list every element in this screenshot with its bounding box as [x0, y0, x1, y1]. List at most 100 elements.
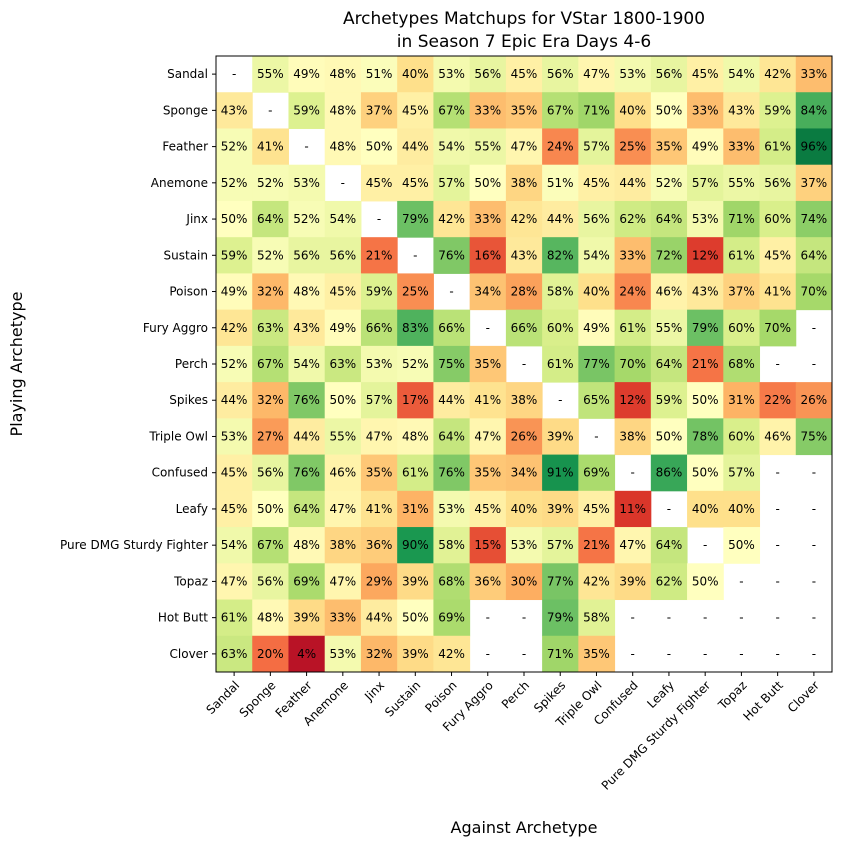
heatmap-cell [578, 92, 616, 129]
heatmap-cell [324, 128, 362, 166]
cell-value-label: 4% [297, 647, 316, 661]
heatmap-cell [216, 237, 253, 274]
heatmap-cell [505, 563, 543, 601]
cell-value-label: 54% [221, 538, 248, 552]
cell-value-label: 71% [547, 647, 574, 661]
heatmap-cell [614, 128, 652, 166]
heatmap-cell [542, 128, 579, 166]
heatmap-cell [650, 237, 688, 274]
heatmap-cell [723, 273, 761, 311]
heatmap-cell [650, 527, 688, 564]
heatmap-cell [650, 200, 688, 238]
cell-value-label: 33% [474, 103, 501, 117]
cell-value-label: 64% [656, 538, 683, 552]
heatmap-cell [288, 382, 326, 419]
cell-value-label: - [812, 357, 816, 371]
heatmap-cell [252, 490, 289, 528]
heatmap-cell [360, 273, 398, 311]
cell-value-label: 55% [474, 140, 501, 154]
cell-value-label: 33% [329, 611, 356, 625]
heatmap-cell [360, 382, 398, 419]
cell-value-label: 56% [329, 248, 356, 262]
cell-value-label: 79% [402, 212, 429, 226]
heatmap-cells: - 55% 49% 48% 51% 40% 53% 56% 45% 56% 47% 53% 56% 45%… [216, 56, 833, 673]
heatmap-cell [324, 309, 362, 347]
cell-value-label: 47% [329, 502, 356, 516]
cell-value-label: 33% [801, 67, 828, 81]
heatmap-cell [360, 128, 398, 166]
heatmap-cell [759, 200, 797, 238]
heatmap-cell [324, 490, 362, 528]
cell-value-label: - [304, 140, 308, 154]
cell-value-label: 47% [366, 429, 393, 443]
heatmap-cell [360, 490, 398, 528]
cell-value-label: 76% [438, 466, 465, 480]
cell-value-label: - [775, 538, 779, 552]
cell-value-label: 42% [438, 647, 465, 661]
heatmap-cell [614, 527, 652, 564]
heatmap-cell [650, 56, 688, 93]
heatmap-cell [614, 56, 652, 93]
cell-value-label: 42% [511, 212, 538, 226]
cell-value-label: 54% [583, 248, 610, 262]
heatmap-cell [397, 92, 434, 129]
heatmap-cell [324, 92, 362, 129]
cell-value-label: 45% [583, 176, 610, 190]
heatmap-cell [542, 418, 579, 456]
cell-value-label: 76% [293, 466, 320, 480]
cell-value-label: 47% [474, 429, 501, 443]
heatmap-cell [433, 454, 471, 492]
cell-value-label: 27% [257, 429, 284, 443]
cell-value-label: 44% [438, 393, 465, 407]
cell-value-label: 35% [474, 357, 501, 371]
heatmap-cell [433, 599, 471, 637]
cell-value-label: 51% [366, 67, 393, 81]
cell-value-label: - [812, 502, 816, 516]
cell-value-label: 52% [257, 248, 284, 262]
y-tick-label: Spikes [169, 393, 208, 407]
heatmap-cell [252, 635, 289, 673]
cell-value-label: 57% [692, 176, 719, 190]
cell-value-label: 42% [764, 67, 791, 81]
heatmap-cell [795, 273, 833, 311]
cell-value-label: - [486, 321, 490, 335]
cell-value-label: 68% [438, 574, 465, 588]
heatmap-cell [505, 200, 543, 238]
cell-value-label: 39% [547, 502, 574, 516]
cell-value-label: 60% [728, 429, 755, 443]
heatmap-cell [614, 92, 652, 129]
cell-value-label: 77% [583, 357, 610, 371]
y-tick-label: Hot Butt [158, 611, 208, 625]
heatmap-cell [216, 345, 253, 383]
heatmap-cell [578, 382, 616, 419]
cell-value-label: 47% [329, 574, 356, 588]
cell-value-label: 71% [728, 212, 755, 226]
y-tick-label: Feather [162, 140, 208, 154]
heatmap-cell [288, 200, 326, 238]
cell-value-label: 50% [474, 176, 501, 190]
cell-value-label: 59% [656, 393, 683, 407]
heatmap-cell [687, 128, 724, 166]
cell-value-label: 24% [619, 285, 646, 299]
heatmap-cell [759, 56, 797, 93]
heatmap-cell [795, 382, 833, 419]
heatmap-cell [469, 128, 507, 166]
heatmap-cell [795, 237, 833, 274]
cell-value-label: - [812, 647, 816, 661]
cell-value-label: 38% [511, 393, 538, 407]
heatmap-cell [360, 56, 398, 93]
cell-value-label: 43% [692, 285, 719, 299]
cell-value-label: 83% [402, 321, 429, 335]
cell-value-label: - [775, 647, 779, 661]
cell-value-label: 36% [474, 574, 501, 588]
cell-value-label: 33% [474, 212, 501, 226]
cell-value-label: 26% [801, 393, 828, 407]
heatmap-cell [433, 635, 471, 673]
cell-value-label: 40% [619, 103, 646, 117]
cell-value-label: 41% [764, 285, 791, 299]
heatmap-cell [216, 563, 253, 601]
cell-value-label: 45% [474, 502, 501, 516]
x-tick-label: Leafy [644, 678, 677, 711]
cell-value-label: - [449, 285, 453, 299]
heatmap-cell [505, 527, 543, 564]
